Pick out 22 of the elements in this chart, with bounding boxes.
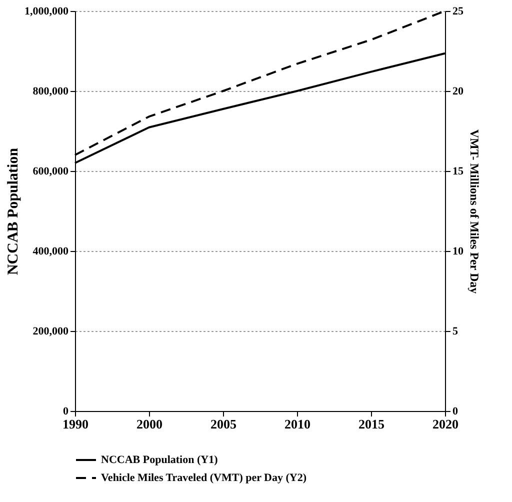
y-tick-label: 400,000 bbox=[32, 246, 69, 258]
legend-label: Vehicle Miles Traveled (VMT) per Day (Y2) bbox=[101, 472, 307, 484]
y2-tick-label: 15 bbox=[452, 166, 464, 178]
x-tick-label: 2005 bbox=[210, 416, 237, 432]
x-tick-label: 2010 bbox=[284, 416, 310, 432]
y-tick-label: 0 bbox=[63, 406, 69, 418]
y2-axis-title: VMT- Millions of Miles Per Day bbox=[468, 129, 482, 294]
x-tick-label: 2000 bbox=[136, 416, 162, 432]
y2-tick-label: 20 bbox=[452, 86, 464, 98]
x-tick-label: 2015 bbox=[358, 416, 385, 432]
y2-tick-label: 25 bbox=[452, 6, 464, 18]
x-tick-label: 1990 bbox=[62, 416, 88, 432]
x-tick-label: 2020 bbox=[432, 416, 458, 432]
y2-tick-label: 10 bbox=[452, 246, 464, 258]
y-axis-title: NCCAB Population bbox=[6, 147, 22, 276]
y2-tick-label: 5 bbox=[452, 326, 458, 338]
y-tick-label: 200,000 bbox=[32, 326, 69, 338]
y2-tick-label: 0 bbox=[452, 406, 458, 418]
y-tick-label: 600,000 bbox=[32, 166, 69, 178]
legend-label: NCCAB Population (Y1) bbox=[101, 454, 218, 466]
y-tick-label: 800,000 bbox=[32, 86, 69, 98]
y-tick-label: 1,000,000 bbox=[24, 6, 69, 18]
